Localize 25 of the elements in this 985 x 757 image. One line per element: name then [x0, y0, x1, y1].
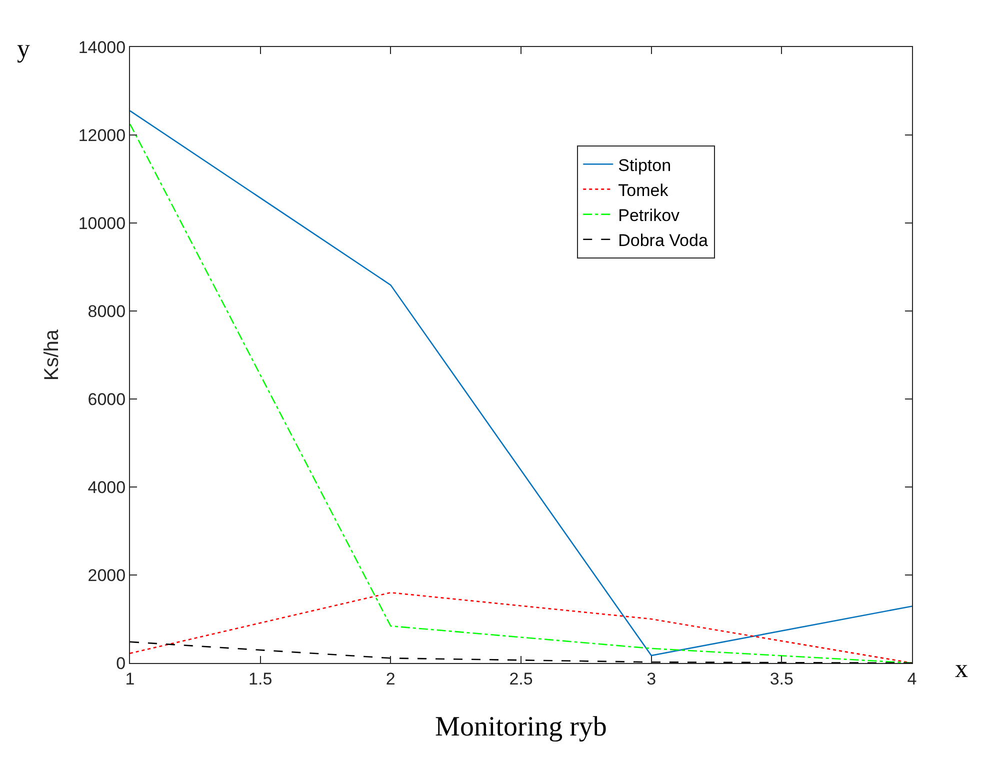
text: x — [955, 654, 968, 683]
y-tick-label: 10000 — [78, 214, 126, 233]
x-axis-title: Monitoring ryb — [435, 712, 607, 742]
line-series — [130, 592, 912, 663]
y-tick-label: 12000 — [78, 126, 126, 145]
x-tick-label: 4 — [907, 669, 917, 688]
y-axis-title: Ks/ha — [40, 328, 63, 381]
x-tick-label: 3.5 — [770, 669, 794, 688]
x-tick-label: 1 — [125, 669, 135, 688]
text: y — [17, 34, 30, 63]
x-tick-label: 1.5 — [248, 669, 272, 688]
legend-label: Tomek — [618, 180, 669, 200]
y-tick-label: 0 — [116, 654, 126, 673]
legend-label: Petrikov — [618, 206, 680, 225]
y-tick-label: 14000 — [78, 38, 126, 57]
x-tick-label: 2 — [386, 669, 396, 688]
y-tick-label: 4000 — [88, 478, 126, 497]
y-tick-label: 6000 — [88, 390, 126, 409]
y-tick-label: 8000 — [88, 302, 126, 321]
y-tick-label: 2000 — [88, 566, 126, 585]
legend-label: Dobra Voda — [618, 231, 708, 250]
x-tick-label: 3 — [646, 669, 656, 688]
x-tick-label: 2.5 — [509, 669, 533, 688]
line-series — [130, 641, 912, 663]
legend-label: Stipton — [618, 156, 672, 175]
